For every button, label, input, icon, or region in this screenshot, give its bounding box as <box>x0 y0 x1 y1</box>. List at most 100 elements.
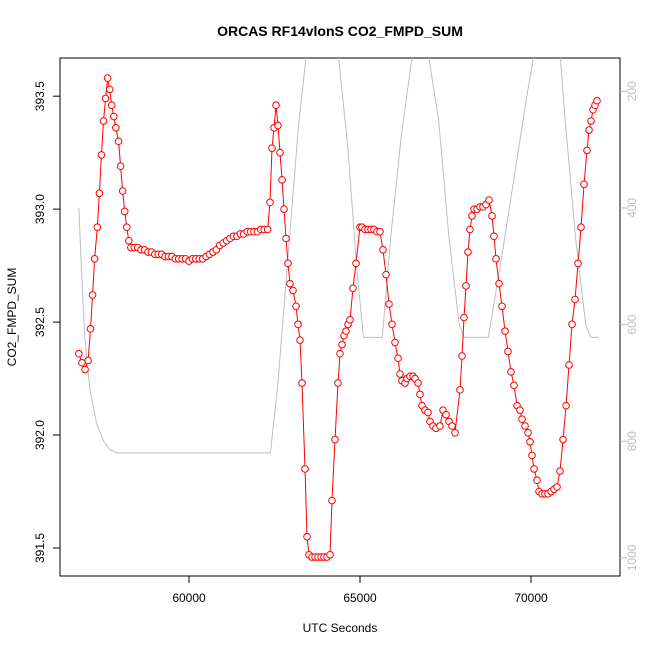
data-point <box>394 354 402 363</box>
data-point <box>533 476 541 485</box>
data-point <box>456 386 464 394</box>
data-point <box>382 270 390 279</box>
y-axis-label: CO2_FMPD_SUM <box>5 268 19 367</box>
data-point <box>342 327 350 335</box>
data-point <box>396 370 404 378</box>
data-point <box>580 180 588 189</box>
data-point <box>391 338 399 347</box>
data-point <box>296 336 304 344</box>
data-point <box>568 320 576 329</box>
data-point <box>120 207 129 216</box>
y-tick-label: 391.5 <box>33 533 47 563</box>
plot-box <box>59 57 621 577</box>
data-point <box>574 259 582 268</box>
data-point <box>379 245 387 254</box>
data-point <box>338 340 346 349</box>
data-point <box>518 415 526 424</box>
data-point <box>294 320 302 329</box>
data-point <box>460 313 468 322</box>
data-point <box>278 175 286 184</box>
data-point <box>303 532 311 541</box>
data-point <box>122 223 131 232</box>
data-point <box>114 137 123 146</box>
data-point <box>585 126 593 134</box>
data-point <box>109 112 118 121</box>
data-point <box>336 349 344 358</box>
y2-tick-label: 800 <box>625 431 639 451</box>
data-point <box>510 381 518 390</box>
data-point <box>468 212 476 220</box>
data-point <box>125 236 133 245</box>
x-tick-label: 65000 <box>343 591 377 605</box>
data-point <box>436 422 444 430</box>
data-point <box>352 259 360 268</box>
data-point <box>95 189 104 198</box>
data-point <box>266 198 274 207</box>
data-point <box>498 302 506 311</box>
data-point <box>458 352 466 360</box>
y2-tick-label: 200 <box>625 81 639 101</box>
x-tick-label: 70000 <box>514 591 548 605</box>
data-point <box>331 435 339 444</box>
data-point <box>448 422 456 430</box>
data-point <box>326 550 334 559</box>
data-point <box>93 223 102 232</box>
data-point <box>524 428 532 437</box>
data-point <box>464 248 472 256</box>
data-point <box>301 465 309 473</box>
data-point <box>583 146 591 155</box>
data-point <box>274 121 282 130</box>
data-point <box>99 117 108 125</box>
data-point <box>530 465 538 473</box>
data-point <box>488 212 496 220</box>
data-point <box>84 356 92 365</box>
data-point <box>101 94 110 103</box>
data-point <box>485 196 493 204</box>
data-point <box>416 390 424 399</box>
data-point <box>559 435 567 444</box>
data-point <box>280 205 288 213</box>
data-point <box>103 74 112 82</box>
data-point <box>556 467 564 475</box>
data-point <box>424 408 432 417</box>
data-point <box>385 300 393 308</box>
y2-tick-label: 400 <box>625 198 639 218</box>
data-point <box>272 101 280 110</box>
data-point <box>442 410 450 419</box>
data-point <box>118 187 127 195</box>
data-point <box>388 320 396 329</box>
y-tick-label: 393.0 <box>33 194 47 224</box>
data-point <box>553 483 561 491</box>
data-point <box>263 225 272 234</box>
data-point <box>526 438 534 446</box>
y2-tick-label: 1000 <box>625 544 639 571</box>
plot-area <box>75 58 601 561</box>
data-point <box>112 124 120 132</box>
data-point <box>105 85 114 94</box>
data-point <box>78 358 86 367</box>
data-point <box>593 96 601 105</box>
data-point <box>268 144 276 152</box>
y-tick-label: 392.0 <box>33 420 47 450</box>
data-point <box>334 379 342 387</box>
data-point <box>565 361 573 369</box>
data-point <box>81 365 89 374</box>
x-tick-label: 60000 <box>172 591 206 605</box>
data-point <box>562 401 570 410</box>
data-point <box>528 451 536 460</box>
data-point <box>284 259 292 268</box>
data-point <box>577 223 585 232</box>
data-point <box>492 255 500 263</box>
data-point <box>462 282 470 290</box>
data-point <box>587 117 595 125</box>
data-point <box>289 286 297 295</box>
data-point <box>521 422 529 430</box>
data-point <box>346 316 354 324</box>
data-point <box>276 148 284 157</box>
y2-tick-label: 600 <box>625 314 639 334</box>
data-point <box>414 379 422 387</box>
chart-title: ORCAS RF14vlonS CO2_FMPD_SUM <box>217 23 463 39</box>
data-point <box>516 406 524 414</box>
data-point <box>298 379 306 387</box>
